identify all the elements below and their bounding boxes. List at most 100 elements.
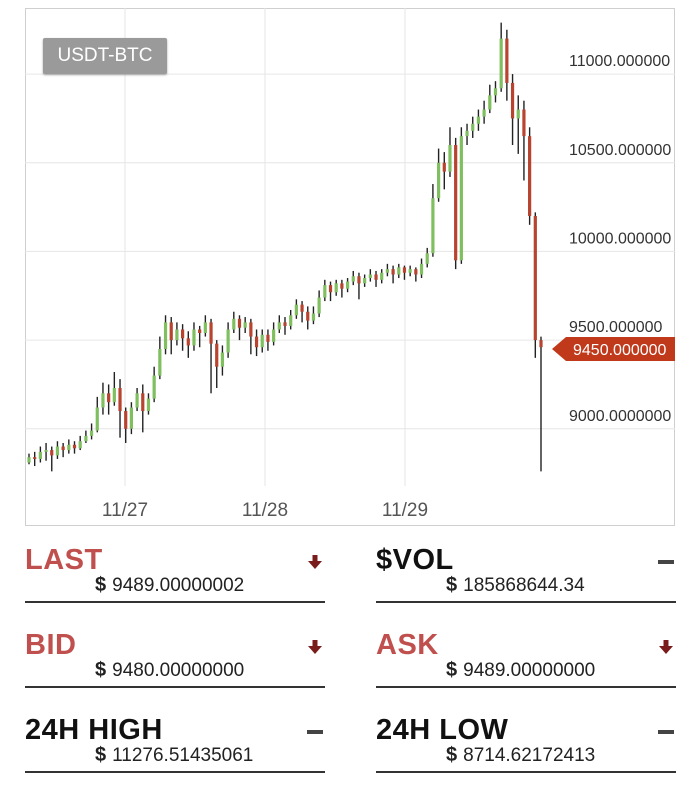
candle-body bbox=[175, 329, 179, 341]
y-tick-label: 11000.000000 bbox=[569, 53, 670, 70]
candle-body bbox=[169, 322, 173, 341]
stat-bid: BID $9480.00000000 bbox=[25, 615, 325, 690]
candle-body bbox=[38, 451, 42, 459]
candle-body bbox=[419, 263, 424, 275]
candle-body bbox=[414, 269, 418, 275]
candle-body bbox=[283, 322, 287, 326]
candle-body bbox=[50, 450, 54, 456]
stat-label: BID bbox=[25, 629, 77, 661]
candle-body bbox=[129, 407, 133, 429]
candle-body bbox=[198, 329, 202, 334]
candle-body bbox=[465, 130, 469, 137]
stat-value: $9489.00000002 bbox=[95, 574, 245, 596]
divider bbox=[376, 686, 676, 688]
candle-body bbox=[232, 318, 236, 330]
y-axis: 11000.000000 10500.000000 10000.000000 9500… bbox=[569, 53, 671, 425]
candle-body bbox=[476, 116, 481, 124]
candle-body bbox=[67, 444, 71, 451]
stat-value: $185868644.34 bbox=[446, 574, 585, 596]
candle-body bbox=[493, 88, 498, 96]
candle-body bbox=[311, 313, 316, 321]
candle-body bbox=[363, 278, 367, 284]
candle-body bbox=[516, 109, 520, 119]
candle-body bbox=[328, 285, 333, 293]
divider bbox=[25, 686, 325, 688]
candle-body bbox=[397, 267, 401, 275]
candle-body bbox=[249, 322, 253, 337]
stat-value: $8714.62172413 bbox=[446, 744, 596, 766]
candle-body bbox=[488, 95, 492, 110]
chart-candles bbox=[27, 22, 543, 472]
stat-24h-high: 24H HIGH $11276.51435061 bbox=[25, 700, 325, 775]
stat-last: LAST $9489.00000002 bbox=[25, 530, 325, 605]
candle-body bbox=[340, 283, 344, 289]
candle-body bbox=[135, 393, 139, 408]
y-tick-label: 10000.000000 bbox=[569, 230, 671, 247]
stat-label: 24H HIGH bbox=[25, 714, 163, 746]
candle-body bbox=[289, 315, 293, 326]
candle-body bbox=[539, 340, 543, 348]
candle-body bbox=[454, 145, 458, 261]
arrow-down-icon bbox=[659, 640, 673, 654]
stat-24h-low: 24H LOW $8714.62172413 bbox=[376, 700, 676, 775]
candle-body bbox=[357, 276, 361, 284]
candle-body bbox=[482, 109, 486, 117]
candle-body bbox=[95, 407, 99, 431]
candle-body bbox=[528, 136, 532, 216]
candle-body bbox=[459, 136, 463, 261]
candle-body bbox=[306, 311, 310, 321]
current-price-tag: 9450.000000 bbox=[552, 336, 675, 361]
candle-body bbox=[522, 109, 526, 137]
candle-body bbox=[437, 162, 441, 199]
candle-body bbox=[254, 336, 259, 348]
market-pair-button[interactable]: USDT-BTC bbox=[43, 38, 167, 74]
candle-body bbox=[431, 198, 435, 254]
stat-value: $9480.00000000 bbox=[95, 659, 245, 681]
x-axis: 11/27 11/28 11/29 bbox=[102, 500, 428, 521]
candle-body bbox=[33, 457, 37, 459]
price-chart[interactable]: 11/27 11/28 11/29 11000.000000 10500.000000… bbox=[25, 8, 675, 526]
candle-body bbox=[425, 253, 429, 264]
candle-body bbox=[101, 393, 105, 408]
x-tick-label: 11/27 bbox=[102, 500, 148, 521]
candle-body bbox=[294, 304, 298, 316]
candle-body bbox=[215, 343, 219, 367]
candle-body bbox=[277, 322, 281, 330]
candle-body bbox=[374, 274, 378, 280]
candle-body bbox=[158, 348, 162, 376]
y-tick-label: 10500.000000 bbox=[569, 142, 671, 159]
candle-body bbox=[380, 272, 384, 280]
candle-body bbox=[323, 285, 327, 298]
divider bbox=[376, 601, 676, 603]
stat-volume: $VOL $185868644.34 bbox=[376, 530, 676, 605]
dash-icon bbox=[658, 730, 674, 734]
candle-body bbox=[442, 162, 446, 172]
candle-body bbox=[118, 388, 122, 412]
candle-body bbox=[471, 123, 475, 131]
stat-label: $VOL bbox=[376, 544, 454, 576]
candle-body bbox=[334, 283, 338, 293]
arrow-down-icon bbox=[308, 555, 322, 569]
candle-body bbox=[78, 441, 82, 449]
candle-body bbox=[27, 457, 31, 463]
candle-body bbox=[385, 269, 389, 273]
candle-body bbox=[112, 388, 116, 403]
candle-body bbox=[448, 145, 452, 172]
candle-body bbox=[272, 329, 276, 342]
candle-body bbox=[266, 334, 270, 342]
candle-body bbox=[243, 322, 247, 328]
divider bbox=[25, 771, 325, 773]
stat-value: $9489.00000000 bbox=[446, 659, 596, 681]
candle-body bbox=[505, 38, 509, 83]
candle-body bbox=[209, 322, 213, 344]
candle-body bbox=[203, 322, 207, 334]
candle-body bbox=[345, 281, 350, 289]
y-tick-label: 9000.0000000 bbox=[569, 408, 671, 425]
arrow-down-icon bbox=[308, 640, 322, 654]
stat-ask: ASK $9489.00000000 bbox=[376, 615, 676, 690]
candle-body bbox=[391, 269, 395, 275]
stat-label: 24H LOW bbox=[376, 714, 509, 746]
candle-body bbox=[152, 375, 156, 399]
candle-body bbox=[317, 297, 321, 314]
price-tag-bg bbox=[552, 336, 675, 361]
